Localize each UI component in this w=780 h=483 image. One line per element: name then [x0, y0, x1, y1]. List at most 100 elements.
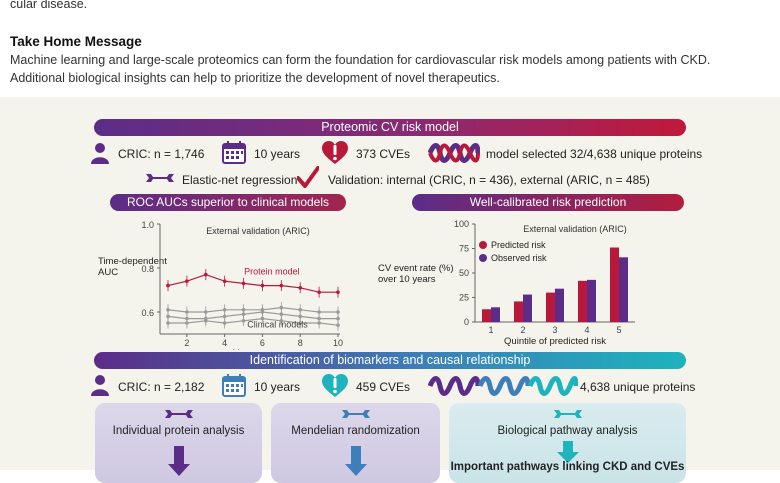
method-text: Elastic-net regression [182, 173, 298, 187]
data-point [317, 290, 321, 294]
take-home-title: Take Home Message [10, 34, 142, 49]
data-point [222, 314, 227, 319]
bar [555, 288, 564, 322]
y-axis-label: AUC [98, 267, 118, 278]
calendar-icon [222, 141, 246, 164]
protein-helix-icon [428, 376, 578, 396]
data-point [166, 321, 170, 325]
data-point [317, 310, 321, 314]
data-point [260, 283, 265, 288]
data-point [336, 316, 340, 321]
events-text: 373 CVEs [356, 147, 411, 161]
validation-text: Validation: internal (CRIC, n = 436), ex… [328, 173, 650, 187]
x-tick-label: 6 [260, 338, 265, 348]
series-line [167, 306, 338, 313]
years-text-2: 10 years [254, 380, 301, 394]
cohort-text-2: CRIC: n = 2,182 [118, 380, 205, 394]
biomarker-banner: Identification of biomarkers and causal … [94, 352, 686, 369]
heart-alert-icon [322, 141, 348, 165]
take-home-line-1: Machine learning and large-scale proteom… [10, 53, 711, 67]
x-tick-label: 2 [184, 338, 189, 348]
bar [523, 294, 532, 322]
data-point [166, 314, 170, 319]
data-point [185, 279, 189, 283]
proteins-text: model selected 32/4,638 unique proteins [486, 147, 703, 161]
risk-model-banner: Proteomic CV risk model [94, 119, 686, 136]
data-point [203, 310, 208, 314]
y-tick-label: 100 [454, 219, 469, 229]
legend-label: Observed risk [491, 253, 547, 263]
series-label: Protein model [244, 267, 300, 277]
x-tick-label: 3 [552, 325, 557, 335]
proteins-text-2: 4,638 unique proteins [580, 380, 696, 394]
y-tick-label: 75 [459, 244, 469, 254]
data-point [298, 314, 303, 319]
data-point [203, 319, 208, 323]
pathway-result-text: Important pathways linking CKD and CVEs [450, 461, 685, 473]
data-point [166, 283, 170, 288]
data-point [222, 321, 227, 325]
roc-banner: ROC AUCs superior to clinical models [110, 194, 346, 211]
years-text: 10 years [254, 147, 301, 161]
protein-helix-icon [428, 143, 480, 163]
y-tick-label: 25 [459, 293, 469, 303]
data-point [241, 281, 246, 286]
data-point [279, 283, 284, 288]
data-point [336, 323, 340, 327]
data-point [166, 308, 170, 312]
data-point [336, 310, 340, 314]
wrench-icon [164, 408, 193, 420]
bar [610, 247, 619, 322]
y-tick-label: 0 [464, 317, 469, 327]
data-point [279, 312, 284, 316]
card-individual-protein: Individual protein analysis [95, 403, 262, 483]
y-tick-label: 1.0 [141, 220, 154, 230]
wrench-icon [146, 172, 174, 184]
data-point [222, 308, 227, 312]
data-point [298, 286, 303, 290]
intro-text: cular disease. [10, 0, 88, 11]
take-home-line-2: Additional biological insights can help … [10, 71, 500, 85]
data-point [241, 319, 246, 323]
bar [619, 257, 628, 322]
data-point [298, 308, 303, 312]
arrow-down-icon [344, 446, 367, 476]
bar [491, 307, 500, 322]
data-point [222, 279, 227, 283]
y-axis-label: CV event rate (%) [378, 263, 454, 274]
data-point [185, 310, 189, 314]
calibration-banner: Well-calibrated risk prediction [412, 194, 684, 211]
x-tick-label: 8 [298, 338, 303, 348]
card-pathway-analysis: Biological pathway analysis Important pa… [449, 403, 686, 483]
wrench-icon [341, 408, 370, 420]
card-title: Individual protein analysis [112, 425, 245, 437]
data-point [279, 319, 284, 323]
calendar-icon [222, 374, 246, 397]
data-point [260, 310, 265, 314]
chart-title: External validation (ARIC) [523, 224, 627, 234]
x-tick-label: 5 [616, 325, 621, 335]
arrow-down-icon [167, 446, 190, 476]
heart-alert-icon [322, 374, 348, 398]
bar [578, 280, 587, 322]
legend-label: Predicted risk [491, 240, 546, 250]
data-point [241, 312, 246, 316]
data-point [298, 321, 303, 325]
chart-title: External validation (ARIC) [206, 226, 310, 236]
data-point [185, 321, 189, 325]
data-point [317, 321, 321, 325]
x-tick-label: 4 [222, 338, 227, 348]
x-tick-label: 10 [333, 338, 343, 348]
calibration-bar-chart: 100 75 50 25 0 External validation (ARIC) CV e… [378, 219, 635, 347]
series-line [167, 273, 338, 293]
person-icon [91, 142, 109, 164]
y-axis-label: over 10 years [378, 274, 436, 285]
card-title: Mendelian randomization [291, 425, 420, 437]
y-tick-label: 50 [459, 268, 469, 278]
bar [482, 309, 491, 322]
card-mendelian-randomization: Mendelian randomization [271, 403, 440, 483]
y-tick-label: 0.6 [141, 308, 154, 318]
series-line [168, 317, 339, 326]
y-axis-label: Time-dependent [98, 256, 167, 267]
